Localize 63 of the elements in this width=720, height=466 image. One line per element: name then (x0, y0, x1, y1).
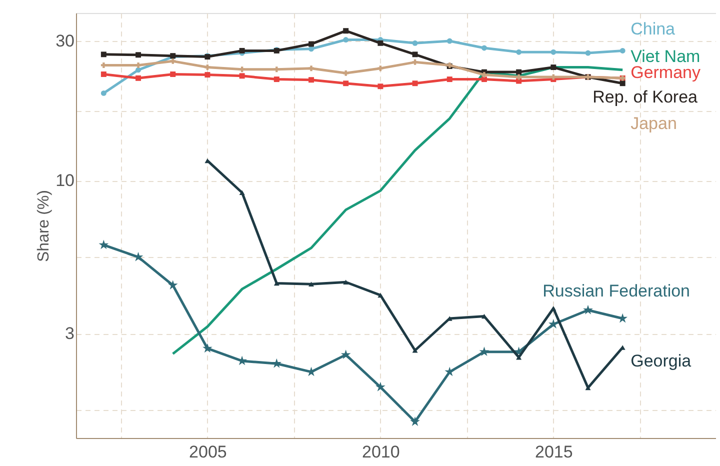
point (136, 52, 142, 58)
point (239, 190, 245, 196)
point (239, 73, 245, 79)
series-label: Japan (630, 114, 677, 134)
series-label: Germany (630, 63, 702, 82)
point (343, 70, 349, 76)
point (308, 66, 314, 72)
point (516, 69, 522, 75)
point (550, 306, 556, 311)
series-label: China (630, 20, 676, 39)
point (136, 75, 142, 81)
x-tick-label: 2005 (189, 442, 227, 462)
point (378, 40, 384, 46)
point (481, 72, 487, 78)
y-tick-label: 10 (56, 171, 74, 190)
point (204, 72, 210, 78)
point (343, 28, 349, 34)
point (100, 52, 106, 58)
y-tick-label: 30 (56, 32, 74, 51)
point (620, 80, 626, 86)
point (308, 282, 314, 286)
point (170, 58, 176, 64)
series-label: Viet Nam (630, 46, 700, 66)
point (343, 80, 349, 86)
point (550, 49, 556, 55)
point (239, 48, 245, 54)
point (308, 41, 314, 47)
series-label: Georgia (630, 352, 692, 371)
point (274, 66, 280, 72)
point (620, 48, 626, 54)
point (378, 84, 384, 90)
point (412, 80, 418, 86)
point (170, 72, 176, 77)
point (446, 76, 452, 82)
point (550, 74, 556, 80)
point (343, 37, 349, 42)
point (516, 49, 522, 55)
point (378, 292, 384, 298)
point (274, 76, 280, 82)
point (308, 77, 314, 83)
point (481, 45, 487, 51)
point (516, 354, 522, 360)
point (136, 67, 142, 73)
point (481, 76, 487, 82)
point (516, 74, 522, 80)
point (446, 38, 452, 44)
x-tick-label: 2015 (534, 442, 573, 462)
point (412, 59, 418, 65)
point (100, 72, 106, 77)
point (585, 50, 591, 56)
point (412, 40, 418, 46)
y-axis-title: Share (%) (36, 190, 53, 262)
series-label: Rep. of Korea (592, 87, 698, 106)
x-tick-label: 2010 (362, 442, 400, 462)
point (100, 90, 106, 96)
point (378, 66, 384, 72)
y-tick-label: 3 (65, 324, 74, 344)
series-label: Russian Federation (542, 282, 690, 301)
point (412, 348, 418, 353)
point (343, 280, 349, 284)
point (412, 52, 418, 58)
point (550, 64, 556, 70)
point (204, 64, 210, 70)
